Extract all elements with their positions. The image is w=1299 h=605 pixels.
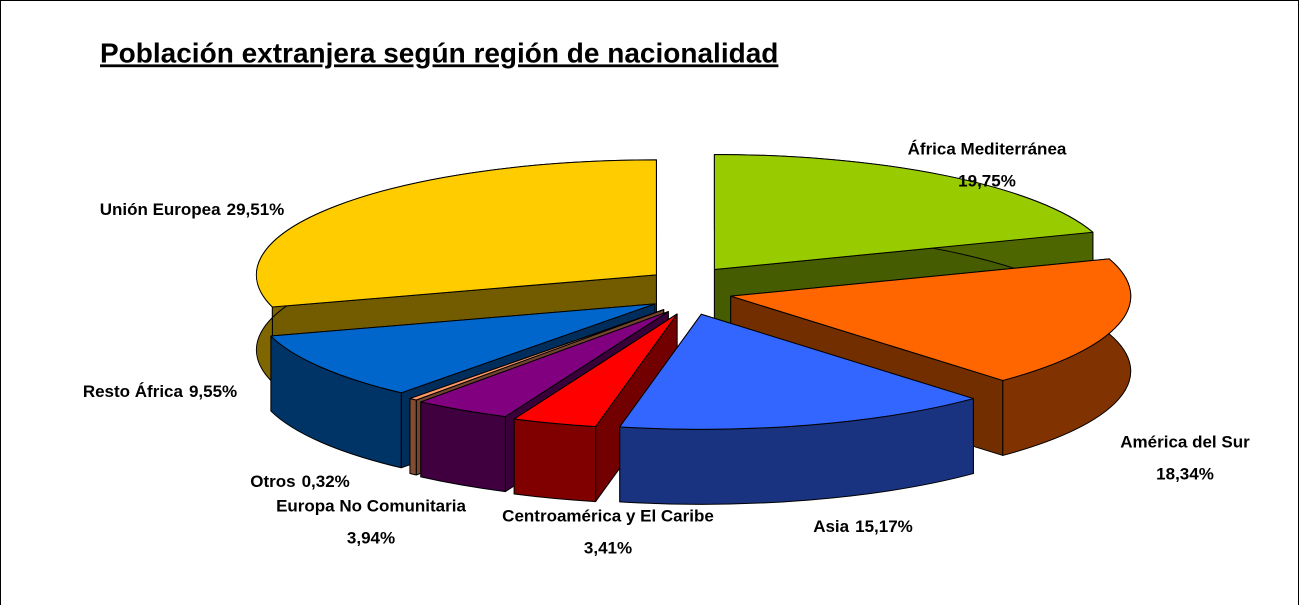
slice-label: África Mediterránea bbox=[908, 139, 1067, 158]
slice-wall bbox=[513, 418, 597, 503]
category-name: Otros bbox=[250, 472, 295, 491]
slice-top bbox=[730, 258, 1132, 381]
slice-top bbox=[255, 159, 657, 308]
slice-top bbox=[713, 153, 1094, 270]
slice-label: Otros 0,32% bbox=[250, 472, 350, 491]
slice-label: Centroamérica y El Caribe bbox=[502, 506, 714, 525]
value-label: 19,75% bbox=[958, 171, 1016, 190]
slice-top bbox=[420, 311, 669, 418]
category-name: Asia bbox=[813, 517, 849, 536]
slice-label: América del Sur bbox=[1120, 432, 1250, 451]
slice-top bbox=[619, 313, 974, 430]
category-name: Resto África bbox=[83, 382, 184, 401]
slice-label: Asia 15,17% bbox=[813, 517, 913, 536]
slice-top bbox=[409, 309, 665, 401]
value-label: 29,51% bbox=[227, 200, 285, 219]
slice-label: Resto África 9,55% bbox=[83, 382, 237, 401]
value-label: 3,94% bbox=[347, 528, 395, 547]
chart-title: Población extranjera según región de nac… bbox=[100, 37, 778, 68]
slice-label: Europa No Comunitaria bbox=[276, 496, 466, 515]
value-label: 9,55% bbox=[189, 382, 237, 401]
slice-top bbox=[513, 313, 678, 428]
slice-wall bbox=[409, 398, 417, 476]
value-label: 0,32% bbox=[302, 472, 350, 491]
slice-top bbox=[270, 303, 656, 394]
pie-slice bbox=[619, 313, 974, 505]
value-label: 3,41% bbox=[584, 538, 632, 557]
value-label: 15,17% bbox=[855, 517, 913, 536]
category-name: Unión Europea bbox=[100, 200, 221, 219]
slice-label: Unión Europea 29,51% bbox=[100, 200, 285, 219]
value-label: 18,34% bbox=[1156, 464, 1214, 483]
